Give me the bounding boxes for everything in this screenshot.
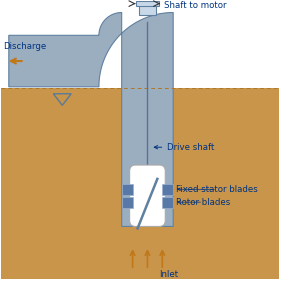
FancyBboxPatch shape: [130, 165, 165, 226]
Text: Inlet: Inlet: [159, 270, 178, 279]
Text: Drive shaft: Drive shaft: [154, 143, 215, 152]
Bar: [122, 197, 133, 208]
Polygon shape: [9, 13, 173, 226]
Bar: [135, 1, 159, 6]
Bar: [1, 88, 279, 279]
Bar: [162, 184, 173, 195]
Text: Discharge: Discharge: [3, 42, 46, 51]
Bar: [139, 1, 156, 15]
Bar: [162, 197, 173, 208]
Text: Fixed stator blades: Fixed stator blades: [176, 185, 258, 194]
Bar: [122, 184, 133, 195]
Text: Rotor blades: Rotor blades: [176, 198, 230, 207]
Text: Shaft to motor: Shaft to motor: [164, 1, 227, 10]
